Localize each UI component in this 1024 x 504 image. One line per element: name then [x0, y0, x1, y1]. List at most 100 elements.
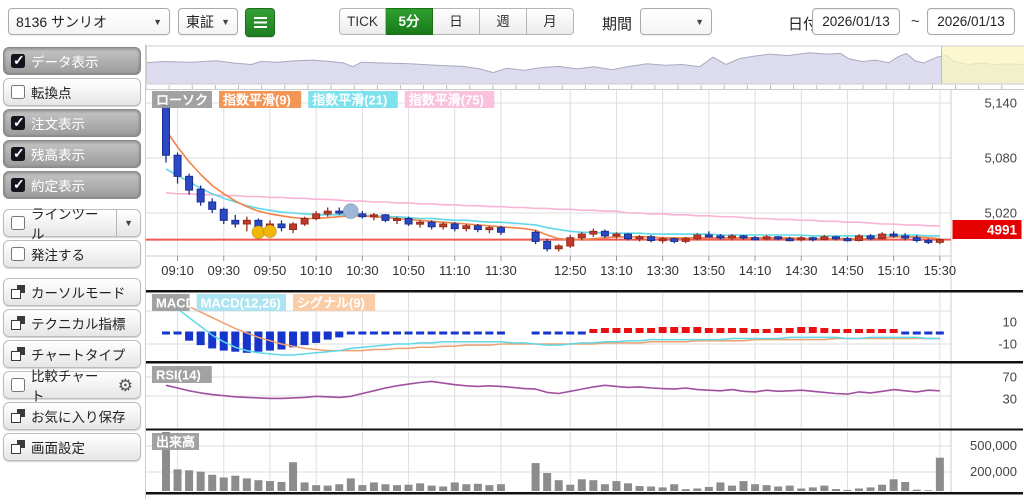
window-icon — [11, 409, 25, 423]
svg-text:15:10: 15:10 — [877, 263, 910, 278]
svg-text:13:10: 13:10 — [600, 263, 633, 278]
interval-button-tick[interactable]: TICK — [339, 8, 386, 35]
sidebar-item-cursor-mode[interactable]: カーソルモード — [3, 278, 141, 306]
window-icon — [11, 440, 25, 454]
checkbox-checked-icon — [11, 116, 25, 130]
sidebar-item-label: 転換点 — [31, 82, 72, 102]
market-select[interactable]: 東証 ▼ — [178, 8, 238, 35]
svg-text:ローソク: ローソク — [156, 93, 208, 108]
order-marker — [252, 226, 265, 239]
interval-button-day[interactable]: 日 — [433, 8, 480, 35]
sidebar-item-label: 残高表示 — [31, 144, 85, 164]
symbol-select[interactable]: 8136 サンリオ ▼ — [8, 8, 170, 35]
checkbox-icon — [11, 85, 25, 99]
checkbox-icon — [11, 247, 25, 261]
svg-text:指数平滑(21): 指数平滑(21) — [312, 93, 387, 108]
interval-button-month[interactable]: 月 — [527, 8, 574, 35]
svg-text:200,000: 200,000 — [970, 464, 1017, 479]
chevron-down-icon: ▼ — [221, 17, 230, 27]
svg-text:指数平滑(9): 指数平滑(9) — [223, 93, 291, 108]
sidebar-item-technical-indicators[interactable]: テクニカル指標 — [3, 309, 141, 337]
order-marker — [263, 225, 276, 238]
list-icon — [254, 17, 267, 28]
chevron-down-icon[interactable]: ▼ — [116, 210, 133, 236]
interval-button-5min[interactable]: 5分 — [386, 8, 433, 35]
checkbox-checked-icon — [11, 54, 25, 68]
svg-text:09:30: 09:30 — [207, 263, 240, 278]
navigator-selection[interactable] — [941, 46, 1024, 84]
chevron-down-icon: ▼ — [153, 17, 162, 27]
svg-text:13:50: 13:50 — [693, 263, 726, 278]
period-select[interactable]: ▼ — [640, 8, 712, 35]
svg-text:-10: -10 — [998, 337, 1017, 352]
sidebar-item-label: ラインツール — [31, 203, 110, 243]
svg-text:シグナル(9): シグナル(9) — [297, 296, 365, 311]
sidebar-item-label: 注文表示 — [31, 113, 85, 133]
sidebar-item-chart-type[interactable]: チャートタイプ — [3, 340, 141, 368]
sidebar-item-balance-display[interactable]: 残高表示 — [3, 140, 141, 168]
svg-text:4991: 4991 — [987, 223, 1018, 238]
panel-separators — [146, 290, 1023, 495]
svg-text:14:10: 14:10 — [739, 263, 772, 278]
navigator-area — [146, 53, 1024, 84]
sidebar-item-execution-display[interactable]: 約定表示 — [3, 171, 141, 199]
sidebar-item-turning-point[interactable]: 転換点 — [3, 78, 141, 106]
date-from-input[interactable] — [812, 8, 900, 35]
interval-button-week[interactable]: 週 — [480, 8, 527, 35]
sidebar-item-save-favorite[interactable]: お気に入り保存 — [3, 402, 141, 430]
svg-text:10:10: 10:10 — [300, 263, 333, 278]
sidebar-item-data-display[interactable]: データ表示 — [3, 47, 141, 75]
svg-text:MACD: MACD — [156, 296, 195, 311]
execution-marker — [343, 204, 358, 219]
sidebar-item-order-display[interactable]: 注文表示 — [3, 109, 141, 137]
sidebar-item-label: 発注する — [31, 244, 85, 264]
symbol-list-button[interactable] — [245, 8, 275, 37]
sidebar-item-label: 画面設定 — [31, 437, 85, 457]
sidebar-item-line-tool[interactable]: ラインツール▼ — [3, 209, 141, 237]
macd-panel[interactable]: 10-10 — [162, 298, 1017, 355]
sidebar-item-label: テクニカル指標 — [31, 313, 126, 333]
gear-icon[interactable]: ⚙ — [118, 377, 133, 394]
svg-text:70: 70 — [1003, 370, 1017, 385]
svg-text:13:30: 13:30 — [646, 263, 679, 278]
svg-text:09:10: 09:10 — [161, 263, 194, 278]
svg-text:09:50: 09:50 — [254, 263, 287, 278]
svg-text:指数平滑(75): 指数平滑(75) — [409, 93, 484, 108]
svg-text:11:10: 11:10 — [439, 263, 471, 278]
svg-text:11:30: 11:30 — [485, 263, 517, 278]
checkbox-checked-icon — [11, 178, 25, 192]
sidebar-item-comparison-chart[interactable]: 比較チャート⚙ — [3, 371, 141, 399]
window-icon — [11, 347, 25, 361]
svg-text:12:50: 12:50 — [554, 263, 587, 278]
svg-text:30: 30 — [1003, 392, 1017, 407]
price-panel[interactable] — [146, 103, 951, 252]
svg-text:10: 10 — [1003, 315, 1017, 330]
checkbox-icon — [11, 378, 25, 392]
svg-text:5,140: 5,140 — [984, 96, 1017, 111]
sidebar-item-label: データ表示 — [31, 51, 99, 71]
date-to-input[interactable] — [927, 8, 1015, 35]
sidebar-item-label: 約定表示 — [31, 175, 85, 195]
sidebar-item-label: カーソルモード — [31, 282, 126, 302]
navigator-panel[interactable] — [146, 46, 1024, 90]
sidebar: データ表示転換点注文表示残高表示約定表示ラインツール▼ 発注するカーソルモードテク… — [0, 44, 145, 464]
svg-text:5,080: 5,080 — [984, 151, 1017, 166]
svg-text:15:30: 15:30 — [924, 263, 957, 278]
svg-text:10:30: 10:30 — [346, 263, 379, 278]
svg-text:14:50: 14:50 — [831, 263, 864, 278]
sidebar-item-place-order[interactable]: 発注する — [3, 240, 141, 268]
svg-text:MACD(12,26): MACD(12,26) — [201, 296, 281, 311]
market-select-value: 東証 — [186, 12, 214, 32]
sidebar-item-label: チャートタイプ — [31, 344, 125, 364]
sidebar-item-screen-settings[interactable]: 画面設定 — [3, 433, 141, 461]
svg-text:出来高: 出来高 — [156, 435, 195, 450]
rsi-legend: RSI(14) — [152, 366, 212, 383]
window-icon — [11, 316, 25, 330]
